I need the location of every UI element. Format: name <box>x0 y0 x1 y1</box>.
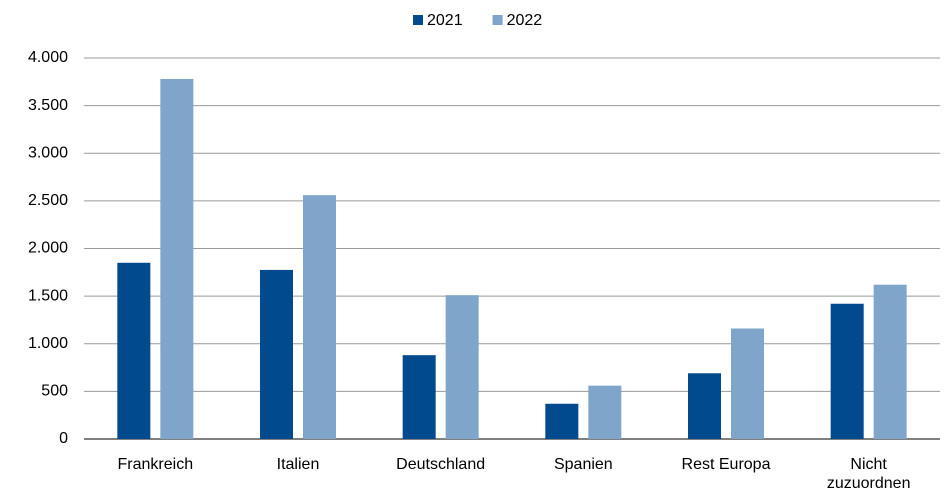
x-tick-label: Spanien <box>553 456 613 473</box>
legend-label: 2021 <box>427 12 463 29</box>
bar <box>830 303 864 439</box>
legend-swatch <box>492 15 503 25</box>
y-tick-label: 2.500 <box>28 192 68 209</box>
bar <box>117 262 151 439</box>
y-tick-label: 0 <box>59 430 68 447</box>
bar <box>303 195 336 439</box>
legend-label: 2022 <box>507 12 543 29</box>
bar <box>873 284 907 439</box>
y-tick-label: 3.000 <box>28 144 68 161</box>
x-tick-label: Frankreich <box>117 456 194 473</box>
bar <box>445 295 479 439</box>
bar <box>160 78 194 439</box>
y-tick-label: 1.500 <box>28 287 68 304</box>
y-tick-label: 500 <box>41 383 68 400</box>
bar <box>402 355 436 439</box>
y-tick-label: 1.000 <box>28 335 68 352</box>
bar <box>545 403 579 439</box>
bar <box>731 328 764 439</box>
y-tick-label: 2.000 <box>28 240 68 257</box>
bar <box>588 385 622 439</box>
x-tick-label: Deutschland <box>396 456 486 473</box>
legend-swatch <box>413 15 423 25</box>
x-tick-label: Nicht zuzuordnen <box>826 456 911 492</box>
bar <box>260 269 293 439</box>
x-tick-label: Italien <box>276 456 320 473</box>
x-tick-label: Rest Europa <box>681 456 771 473</box>
y-tick-label: 4.000 <box>28 49 68 66</box>
y-tick-label: 3.500 <box>28 97 68 114</box>
bar <box>688 373 721 439</box>
